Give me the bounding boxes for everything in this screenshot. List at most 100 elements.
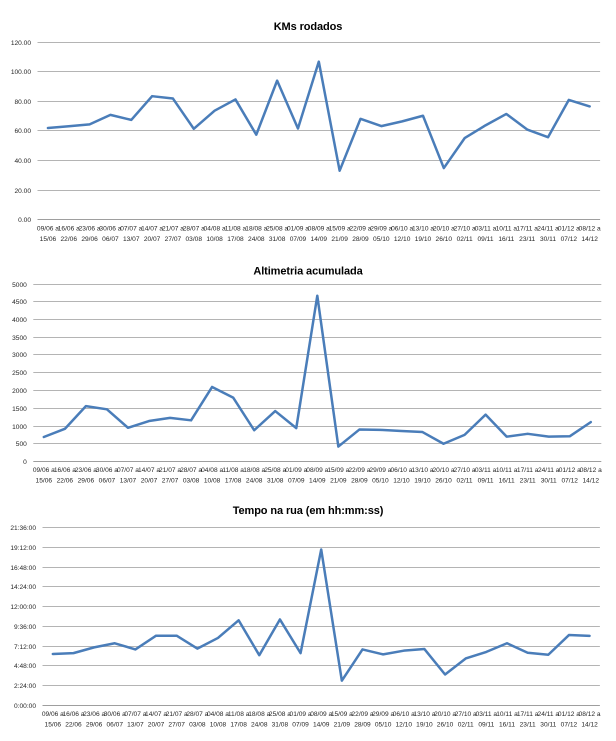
svg-text:21/07 a: 21/07 a — [166, 711, 188, 718]
svg-text:18/08 a: 18/08 a — [243, 467, 265, 474]
svg-text:07/07 a: 07/07 a — [124, 711, 146, 718]
svg-text:22/09 a: 22/09 a — [349, 226, 371, 233]
svg-text:16/06 a: 16/06 a — [54, 467, 76, 474]
svg-text:09/11: 09/11 — [477, 236, 493, 243]
svg-text:21/07 a: 21/07 a — [162, 226, 184, 233]
svg-text:14/12: 14/12 — [581, 721, 598, 728]
svg-text:15/09 a: 15/09 a — [331, 711, 353, 718]
svg-text:03/11 a: 03/11 a — [475, 226, 497, 233]
svg-text:30/11: 30/11 — [541, 478, 557, 485]
svg-text:24/08: 24/08 — [246, 478, 263, 485]
svg-text:26/10: 26/10 — [436, 236, 453, 243]
svg-text:5000: 5000 — [12, 282, 27, 289]
svg-text:08/12 a: 08/12 a — [580, 467, 602, 474]
svg-text:03/08: 03/08 — [189, 721, 206, 728]
svg-text:07/07 a: 07/07 a — [117, 467, 139, 474]
svg-text:30/11: 30/11 — [540, 721, 556, 728]
svg-text:13/07: 13/07 — [127, 721, 144, 728]
svg-text:22/06: 22/06 — [57, 478, 74, 485]
svg-text:01/09 a: 01/09 a — [290, 711, 312, 718]
svg-text:04/08 a: 04/08 a — [201, 467, 223, 474]
svg-text:03/11 a: 03/11 a — [475, 467, 497, 474]
svg-text:21/09: 21/09 — [331, 236, 348, 243]
svg-text:06/07: 06/07 — [102, 236, 119, 243]
svg-text:22/09 a: 22/09 a — [351, 711, 373, 718]
svg-text:29/09 a: 29/09 a — [370, 226, 392, 233]
svg-text:11/08 a: 11/08 a — [225, 226, 247, 233]
svg-text:17/11 a: 17/11 a — [516, 226, 538, 233]
svg-text:29/06: 29/06 — [81, 236, 98, 243]
svg-text:17/11 a: 17/11 a — [517, 467, 539, 474]
svg-text:Altimetria acumulada: Altimetria acumulada — [253, 266, 363, 278]
svg-text:16/06 a: 16/06 a — [62, 711, 84, 718]
svg-text:80.00: 80.00 — [14, 99, 31, 106]
svg-text:20/10 a: 20/10 a — [433, 226, 455, 233]
svg-text:10/11 a: 10/11 a — [496, 711, 518, 718]
svg-text:08/09 a: 08/09 a — [310, 711, 332, 718]
svg-text:25/08 a: 25/08 a — [269, 711, 291, 718]
svg-text:28/07 a: 28/07 a — [180, 467, 202, 474]
svg-text:0: 0 — [23, 459, 27, 466]
svg-text:08/12 a: 08/12 a — [579, 226, 601, 233]
svg-text:22/09 a: 22/09 a — [348, 467, 370, 474]
svg-text:05/10: 05/10 — [375, 721, 392, 728]
svg-text:14/09: 14/09 — [313, 721, 330, 728]
svg-text:0:00:00: 0:00:00 — [14, 703, 36, 710]
svg-text:02/11: 02/11 — [458, 721, 474, 728]
svg-text:17/11 a: 17/11 a — [517, 711, 539, 718]
svg-text:19/10: 19/10 — [414, 478, 431, 485]
svg-text:07/12: 07/12 — [561, 478, 578, 485]
svg-text:25/08 a: 25/08 a — [264, 467, 286, 474]
svg-text:05/10: 05/10 — [373, 236, 390, 243]
svg-text:120.00: 120.00 — [11, 40, 32, 47]
svg-text:03/08: 03/08 — [186, 236, 203, 243]
svg-text:13/10 a: 13/10 a — [412, 226, 434, 233]
svg-text:07/09: 07/09 — [290, 236, 307, 243]
svg-text:30/06 a: 30/06 a — [99, 226, 121, 233]
svg-text:27/10 a: 27/10 a — [454, 226, 476, 233]
svg-text:23/11: 23/11 — [519, 236, 535, 243]
svg-text:11/08 a: 11/08 a — [228, 711, 250, 718]
svg-text:07/09: 07/09 — [292, 721, 309, 728]
svg-text:10/08: 10/08 — [204, 478, 221, 485]
svg-text:07/09: 07/09 — [288, 478, 305, 485]
svg-text:15/06: 15/06 — [36, 478, 53, 485]
svg-text:08/09 a: 08/09 a — [306, 467, 328, 474]
svg-text:16/11: 16/11 — [498, 236, 514, 243]
svg-text:14/12: 14/12 — [581, 236, 598, 243]
svg-text:4:48:00: 4:48:00 — [14, 663, 36, 670]
svg-text:3000: 3000 — [12, 352, 27, 359]
svg-text:21/07 a: 21/07 a — [159, 467, 181, 474]
svg-text:30/06 a: 30/06 a — [96, 467, 118, 474]
svg-text:60.00: 60.00 — [14, 128, 31, 135]
svg-text:01/12 a: 01/12 a — [558, 226, 580, 233]
svg-text:1000: 1000 — [12, 424, 27, 431]
svg-text:16/11: 16/11 — [499, 478, 515, 485]
svg-text:16/06 a: 16/06 a — [58, 226, 80, 233]
svg-text:24/11 a: 24/11 a — [537, 226, 559, 233]
svg-text:10/11 a: 10/11 a — [496, 467, 518, 474]
svg-text:31/08: 31/08 — [267, 478, 284, 485]
svg-text:12:00:00: 12:00:00 — [10, 604, 36, 611]
svg-text:21:36:00: 21:36:00 — [10, 525, 36, 532]
svg-text:03/08: 03/08 — [183, 478, 200, 485]
svg-text:14/09: 14/09 — [309, 478, 326, 485]
svg-text:14:24:00: 14:24:00 — [10, 584, 36, 591]
svg-text:15/06: 15/06 — [45, 721, 62, 728]
svg-text:2:24:00: 2:24:00 — [14, 683, 36, 690]
svg-text:31/08: 31/08 — [272, 721, 289, 728]
svg-text:09/06 a: 09/06 a — [37, 226, 59, 233]
svg-text:4500: 4500 — [12, 299, 27, 306]
svg-text:07/12: 07/12 — [561, 721, 578, 728]
svg-text:14/07 a: 14/07 a — [145, 711, 167, 718]
svg-text:22/06: 22/06 — [61, 236, 78, 243]
svg-text:14/07 a: 14/07 a — [141, 226, 163, 233]
svg-text:11/08 a: 11/08 a — [222, 467, 244, 474]
svg-text:09/11: 09/11 — [478, 478, 494, 485]
svg-text:04/08 a: 04/08 a — [207, 711, 229, 718]
svg-text:18/08 a: 18/08 a — [248, 711, 270, 718]
svg-text:18/08 a: 18/08 a — [245, 226, 267, 233]
svg-text:26/10: 26/10 — [435, 478, 452, 485]
svg-text:20/10 a: 20/10 a — [434, 711, 456, 718]
svg-text:24/08: 24/08 — [248, 236, 265, 243]
